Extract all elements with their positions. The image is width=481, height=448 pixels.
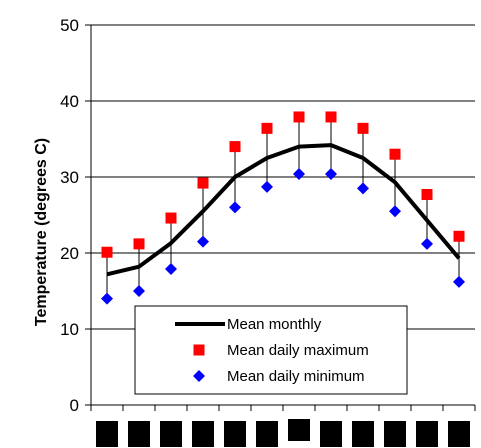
max-marker-7 [293, 111, 305, 123]
min-marker-1 [101, 292, 113, 305]
y-tick-label-30: 30 [60, 168, 79, 187]
legend-label-mean-monthly: Mean monthly [227, 316, 322, 333]
legend: Mean monthly Mean daily maximum Mean daily… [134, 305, 408, 395]
x-category-label-8 [320, 421, 342, 447]
max-marker-12 [453, 230, 465, 242]
max-marker-5 [229, 141, 241, 153]
max-marker-3 [165, 212, 177, 224]
x-category-label-1 [96, 421, 118, 447]
x-category-label-10 [384, 421, 406, 447]
max-marker-6 [261, 122, 273, 134]
y-tick-label-50: 50 [60, 16, 79, 35]
max-marker-2 [133, 238, 145, 250]
max-marker-4 [197, 177, 209, 189]
legend-box [134, 305, 408, 395]
series-mean-monthly-line [106, 143, 461, 277]
min-marker-7 [293, 167, 305, 180]
x-category-label-4 [192, 421, 214, 447]
x-category-label-7 [288, 419, 310, 441]
min-marker-3 [165, 262, 177, 275]
x-category-label-11 [416, 421, 438, 447]
x-category-label-6 [256, 421, 278, 447]
legend-swatch-mean-daily-maximum [193, 344, 205, 356]
min-marker-9 [357, 182, 369, 195]
x-category-label-3 [160, 421, 182, 447]
min-marker-4 [197, 235, 209, 248]
min-marker-8 [325, 167, 337, 180]
series-layer [101, 111, 465, 305]
x-category-label-9 [352, 421, 374, 447]
y-tick-label-0: 0 [70, 396, 79, 415]
x-category-label-5 [224, 421, 246, 447]
max-marker-9 [357, 122, 369, 134]
min-marker-10 [389, 205, 401, 218]
min-marker-6 [261, 180, 273, 193]
y-tick-label-40: 40 [60, 92, 79, 111]
legend-swatch-mean-daily-minimum [193, 370, 205, 382]
y-tick-label-10: 10 [60, 320, 79, 339]
x-category-label-12 [448, 421, 470, 447]
legend-label-mean-daily-maximum: Mean daily maximum [227, 342, 369, 359]
max-marker-8 [325, 111, 337, 123]
y-axis-title: Temperature (degrees C) [33, 138, 50, 326]
min-marker-12 [453, 275, 465, 288]
grid-layer [91, 24, 475, 330]
max-marker-10 [389, 148, 401, 160]
min-marker-2 [133, 285, 145, 297]
y-tick-label-20: 20 [60, 244, 79, 263]
axis-layer: 0 10 20 30 40 50 [60, 16, 476, 447]
min-marker-5 [229, 201, 241, 214]
max-marker-1 [101, 246, 113, 258]
legend-label-mean-daily-minimum: Mean daily minimum [227, 368, 365, 385]
x-category-label-2 [128, 421, 150, 447]
min-marker-11 [421, 237, 433, 250]
max-marker-11 [421, 188, 433, 200]
